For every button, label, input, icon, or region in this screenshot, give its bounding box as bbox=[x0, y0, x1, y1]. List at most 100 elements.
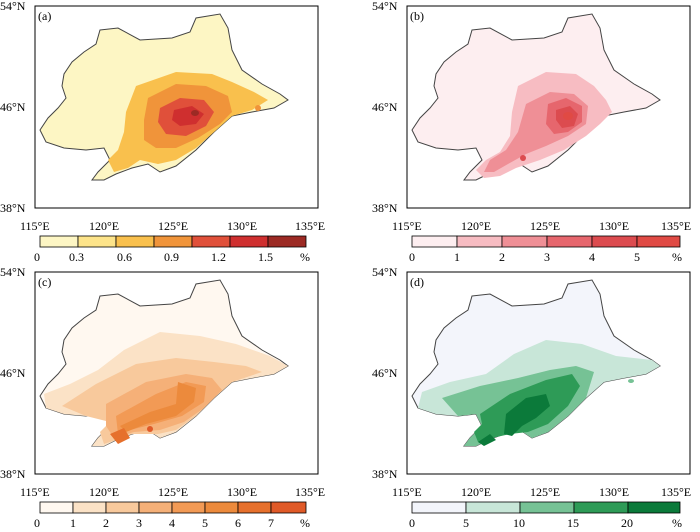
panel-a-map bbox=[34, 5, 319, 209]
colorbar-swatch bbox=[39, 235, 79, 248]
panel-c-map bbox=[34, 271, 319, 475]
colorbar-tick: 3 bbox=[136, 516, 142, 530]
colorbar-b bbox=[411, 235, 681, 248]
panel-label: (c) bbox=[38, 275, 52, 289]
panel-label: (b) bbox=[410, 9, 424, 23]
colorbar-tick: 0.3 bbox=[69, 250, 84, 264]
colorbar-tick: 0 bbox=[34, 250, 40, 264]
colorbar-tick: 2 bbox=[499, 250, 505, 264]
lon-label: 135°E bbox=[295, 219, 326, 233]
colorbar-swatch bbox=[115, 235, 155, 248]
lon-label: 115°E bbox=[20, 219, 50, 233]
colorbar-tick: % bbox=[300, 250, 310, 264]
colorbar-tick: 0 bbox=[409, 516, 415, 530]
colorbar-swatch bbox=[411, 501, 467, 514]
colorbar-tick: 0 bbox=[34, 516, 40, 530]
colorbar-tick: 1.5 bbox=[258, 250, 273, 264]
panel-b-map bbox=[406, 5, 691, 209]
colorbar-swatch bbox=[270, 501, 307, 514]
lat-label: 54°N bbox=[0, 0, 26, 13]
lon-label: 125°E bbox=[530, 485, 561, 499]
colorbar-swatch bbox=[411, 235, 458, 248]
lon-label: 130°E bbox=[599, 485, 630, 499]
colorbar-tick: 5 bbox=[202, 516, 208, 530]
contour-max bbox=[563, 112, 573, 120]
colorbar-swatch bbox=[204, 501, 239, 514]
colorbar-tick: % bbox=[672, 516, 682, 530]
lat-label: 38°N bbox=[0, 467, 26, 481]
colorbar-swatch bbox=[546, 235, 593, 248]
lon-label: 135°E bbox=[661, 219, 692, 233]
colorbar-swatch bbox=[591, 235, 638, 248]
contour-spot bbox=[147, 426, 153, 432]
colorbar-tick: 0.6 bbox=[117, 250, 132, 264]
lon-label: 115°E bbox=[20, 485, 50, 499]
lon-label: 120°E bbox=[89, 485, 120, 499]
lon-label: 130°E bbox=[227, 219, 258, 233]
lon-label: 120°E bbox=[461, 485, 492, 499]
colorbar-tick: 6 bbox=[235, 516, 241, 530]
colorbar-tick: 4 bbox=[169, 516, 175, 530]
colorbar-swatch bbox=[191, 235, 231, 248]
contour-20 bbox=[504, 394, 550, 436]
lon-label: 115°E bbox=[392, 485, 422, 499]
colorbar-c bbox=[39, 501, 307, 514]
contour-spot bbox=[628, 379, 634, 383]
colorbar-tick: 15 bbox=[567, 516, 579, 530]
lon-label: 130°E bbox=[227, 485, 258, 499]
colorbar-tick: 20 bbox=[621, 516, 633, 530]
lon-label: 125°E bbox=[530, 219, 561, 233]
colorbar-swatch bbox=[77, 235, 117, 248]
colorbar-swatch bbox=[39, 501, 74, 514]
contour-spot bbox=[520, 155, 526, 161]
colorbar-tick: 4 bbox=[589, 250, 595, 264]
lon-label: 125°E bbox=[158, 219, 189, 233]
colorbar-a bbox=[39, 235, 307, 248]
lon-label: 125°E bbox=[158, 485, 189, 499]
contour-20-spot bbox=[478, 434, 496, 446]
colorbar-swatch bbox=[456, 235, 503, 248]
colorbar-tick: 1 bbox=[70, 516, 76, 530]
colorbar-d bbox=[411, 501, 681, 514]
colorbar-swatch bbox=[627, 501, 681, 514]
lat-label: 54°N bbox=[372, 265, 398, 279]
contour-6 bbox=[110, 428, 130, 444]
panel-label: (a) bbox=[38, 9, 52, 23]
contour-5 bbox=[120, 382, 196, 432]
colorbar-tick: 0 bbox=[409, 250, 415, 264]
lat-label: 46°N bbox=[0, 366, 26, 380]
colorbar-swatch bbox=[573, 501, 629, 514]
lat-label: 54°N bbox=[372, 0, 398, 13]
lon-label: 130°E bbox=[599, 219, 630, 233]
colorbar-swatch bbox=[501, 235, 548, 248]
lat-label: 46°N bbox=[372, 366, 398, 380]
colorbar-tick: 1.2 bbox=[211, 250, 226, 264]
colorbar-tick: 10 bbox=[513, 516, 525, 530]
colorbar-swatch bbox=[519, 501, 575, 514]
lat-label: 46°N bbox=[372, 100, 398, 114]
colorbar-swatch bbox=[105, 501, 140, 514]
panel-d: (d) 54°N 46°N 38°N 115°E 120°E 125°E 130… bbox=[350, 266, 700, 532]
panel-b: (b) 54°N 46°N 38°N 115°E 120°E 125°E 130… bbox=[350, 0, 700, 266]
panel-a: (a) 54°N 46°N 38°N 115°E 120°E 125°E 130… bbox=[0, 0, 350, 266]
colorbar-tick: 3 bbox=[544, 250, 550, 264]
contour-max bbox=[191, 110, 199, 116]
colorbar-tick: 1 bbox=[454, 250, 460, 264]
panel-c: (c) 54°N 46°N 38°N 115°E 120°E 125°E 130… bbox=[0, 266, 350, 532]
lat-label: 38°N bbox=[0, 201, 26, 215]
contour-spot bbox=[255, 105, 261, 111]
lon-label: 135°E bbox=[295, 485, 326, 499]
lat-label: 38°N bbox=[372, 201, 398, 215]
lon-label: 135°E bbox=[661, 485, 692, 499]
lat-label: 38°N bbox=[372, 467, 398, 481]
colorbar-swatch bbox=[636, 235, 681, 248]
panel-d-map bbox=[406, 271, 691, 475]
colorbar-tick: 2 bbox=[103, 516, 109, 530]
colorbar-swatch bbox=[267, 235, 307, 248]
colorbar-swatch bbox=[153, 235, 193, 248]
colorbar-swatch bbox=[465, 501, 521, 514]
colorbar-tick: 7 bbox=[268, 516, 274, 530]
colorbar-swatch bbox=[171, 501, 206, 514]
colorbar-tick: 5 bbox=[463, 516, 469, 530]
colorbar-swatch bbox=[138, 501, 173, 514]
